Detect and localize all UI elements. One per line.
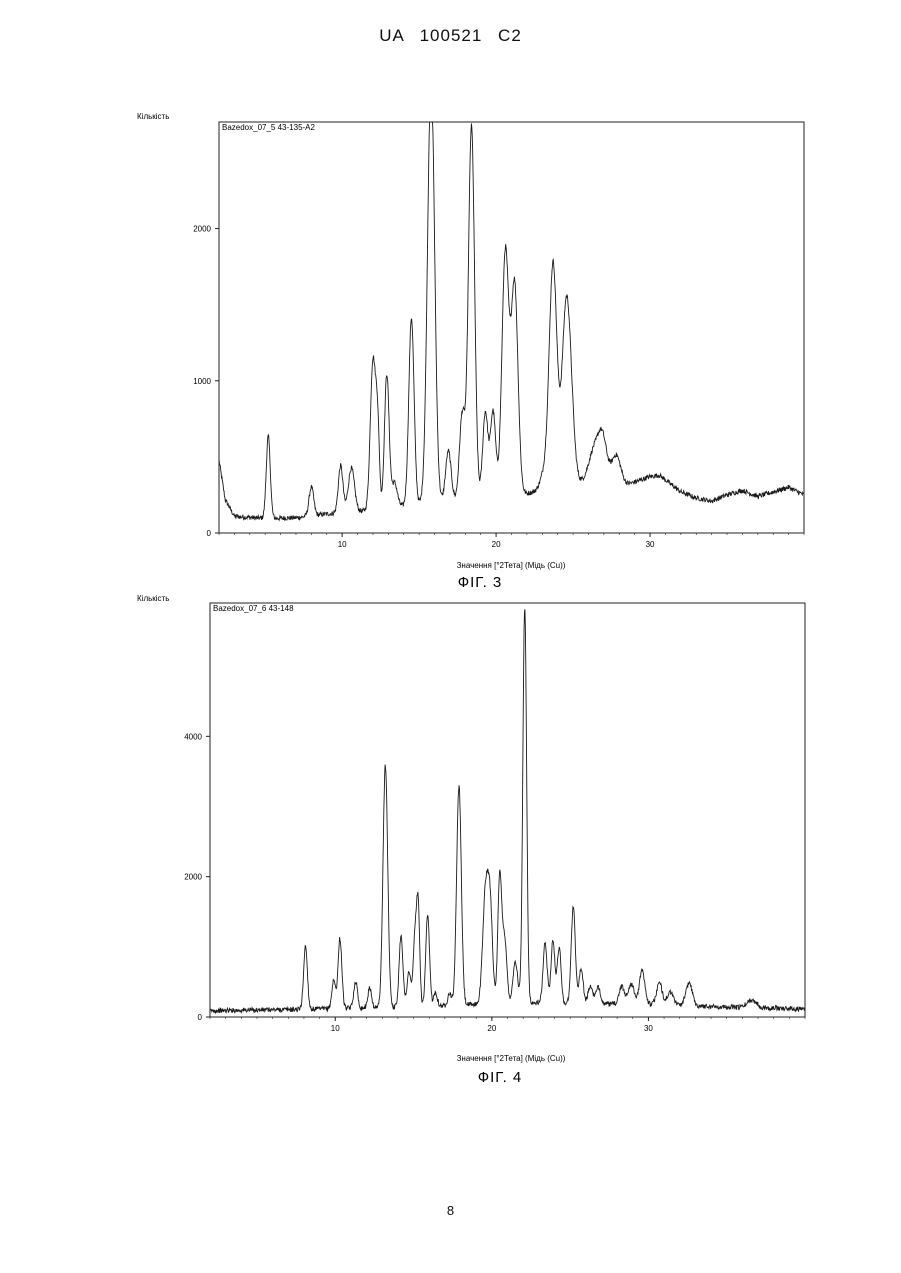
fig4-xtick-label: 10 [331,1024,340,1033]
fig4-sample-name: Bazedox_07_6 43-148 [213,604,294,613]
fig3-xtick-label: 10 [338,540,347,549]
fig3-ytick-label: 2000 [193,225,211,234]
fig3-ylabel: Кількість [137,112,169,121]
fig4-xlabel: Значення [°2Тета] (Мідь (Cu)) [457,1054,566,1063]
fig3-ytick-label: 0 [207,529,212,538]
fig3-plot-area: 10 20 30 0 1000 2000 [193,122,804,549]
fig4-ytick-label: 4000 [184,732,202,741]
fig3-xtick-label: 30 [646,540,655,549]
fig4-plot-frame [210,603,805,1017]
fig3-diffraction-trace [219,122,804,520]
fig4-ylabel: Кількість [137,594,169,603]
fig4-ytick-label: 0 [198,1013,203,1022]
figure-3: Кількість Bazedox_07_5 43-135-A2 10 20 30 0… [137,112,804,591]
fig3-sample-name: Bazedox_07_5 43-135-A2 [222,123,316,132]
fig4-plot-area: 10 20 30 0 2000 4000 [184,609,805,1033]
page-number: 8 [0,1203,901,1218]
fig3-caption: ФІГ. 3 [458,574,503,591]
fig3-ytick-label: 1000 [193,377,211,386]
fig4-xtick-label: 20 [487,1024,496,1033]
fig4-caption: ФІГ. 4 [478,1069,523,1086]
fig4-ytick-label: 2000 [184,873,202,882]
fig3-xlabel: Значення [°2Тета] (Мідь (Cu)) [457,561,566,570]
figure-4: Кількість Bazedox_07_6 43-148 10 20 30 0 200… [137,594,805,1086]
fig3-xtick-label: 20 [492,540,501,549]
fig3-plot-frame [219,122,804,533]
fig4-xtick-label: 30 [644,1024,653,1033]
fig4-diffraction-trace [210,609,805,1013]
